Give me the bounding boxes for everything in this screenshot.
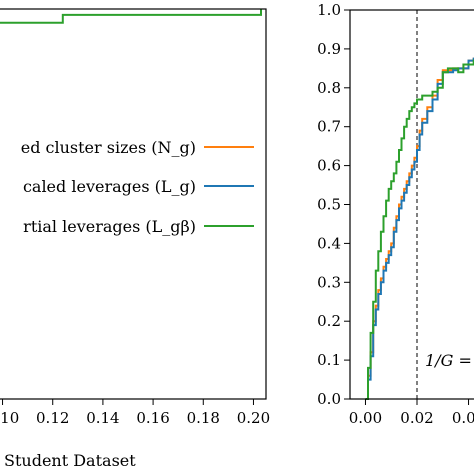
left-panel: 0.10 0.12 0.14 0.16 0.18 0.20 ed cluster size… — [0, 8, 270, 470]
right-y-tick-label: 0.5 — [317, 196, 341, 214]
right-plot-area: 0.0 0.1 0.2 0.3 0.4 0.5 0.6 0.7 0.8 0.9 1.0 0.00 0.0… — [317, 1, 474, 427]
legend-entry-scaled-leverages: caled leverages (L_g) — [23, 177, 254, 196]
x-axis-label: Student Dataset — [4, 451, 136, 470]
left-plot-area: 0.10 0.12 0.14 0.16 0.18 0.20 — [0, 8, 270, 427]
legend-entry-partial-leverages: rtial leverages (L_gβ) — [23, 217, 254, 236]
legend-label-cluster-sizes: ed cluster sizes (N_g) — [21, 138, 196, 157]
right-panel: 0.0 0.1 0.2 0.3 0.4 0.5 0.6 0.7 0.8 0.9 1.0 0.00 0.0… — [317, 1, 474, 427]
legend: ed cluster sizes (N_g) caled leverages (… — [21, 138, 254, 236]
legend-entry-cluster-sizes: ed cluster sizes (N_g) — [21, 138, 254, 157]
right-series-line-2 — [365, 59, 474, 400]
left-x-tick-label: 0.18 — [187, 409, 220, 427]
left-x-tick-label: 0.10 — [0, 409, 19, 427]
left-x-tick-label: 0.20 — [237, 409, 270, 427]
right-y-tick-label: 0.6 — [317, 157, 341, 175]
right-y-tick-label: 0.9 — [317, 40, 341, 58]
right-y-tick-label: 1.0 — [317, 1, 341, 19]
right-x-tick-label: 0.00 — [349, 409, 382, 427]
left-x-tick-label: 0.14 — [86, 409, 119, 427]
right-series-line-1 — [365, 57, 474, 400]
right-y-tick-label: 0.1 — [317, 351, 341, 369]
right-y-tick-label: 0.0 — [317, 390, 341, 408]
right-x-tick-label: 0.02 — [400, 409, 433, 427]
left-x-tick-label: 0.12 — [36, 409, 69, 427]
left-series-line-0 — [0, 9, 262, 24]
right-series-line-0 — [365, 57, 474, 400]
legend-label-partial-leverages: rtial leverages (L_gβ) — [23, 217, 196, 236]
left-x-tick-label: 0.16 — [136, 409, 169, 427]
right-y-tick-label: 0.2 — [317, 312, 341, 330]
right-y-tick-label: 0.7 — [317, 118, 341, 136]
threshold-annotation: 1/G = — [425, 351, 472, 370]
right-y-tick-label: 0.3 — [317, 273, 341, 291]
right-x-tick-label: 0.04 — [452, 409, 474, 427]
left-plot-frame — [0, 8, 267, 400]
right-y-tick-label: 0.8 — [317, 79, 341, 97]
legend-label-scaled-leverages: caled leverages (L_g) — [23, 177, 196, 196]
right-y-tick-label: 0.4 — [317, 234, 341, 252]
